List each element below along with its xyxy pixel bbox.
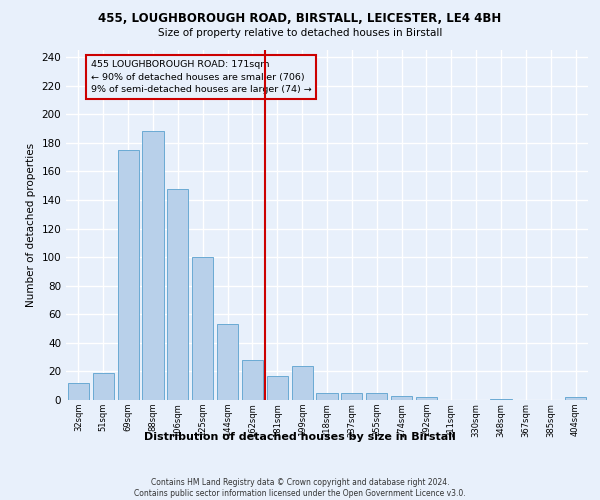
- Y-axis label: Number of detached properties: Number of detached properties: [26, 143, 36, 307]
- Bar: [416, 397, 437, 400]
- Bar: [490, 398, 512, 400]
- Bar: [93, 373, 114, 400]
- Bar: [316, 393, 338, 400]
- Bar: [267, 376, 288, 400]
- Text: 455 LOUGHBOROUGH ROAD: 171sqm
← 90% of detached houses are smaller (706)
9% of s: 455 LOUGHBOROUGH ROAD: 171sqm ← 90% of d…: [91, 60, 311, 94]
- Bar: [341, 393, 362, 400]
- Text: 455, LOUGHBOROUGH ROAD, BIRSTALL, LEICESTER, LE4 4BH: 455, LOUGHBOROUGH ROAD, BIRSTALL, LEICES…: [98, 12, 502, 26]
- Text: Distribution of detached houses by size in Birstall: Distribution of detached houses by size …: [144, 432, 456, 442]
- Bar: [192, 257, 213, 400]
- Bar: [68, 383, 89, 400]
- Bar: [217, 324, 238, 400]
- Bar: [167, 188, 188, 400]
- Bar: [242, 360, 263, 400]
- Bar: [565, 397, 586, 400]
- Text: Size of property relative to detached houses in Birstall: Size of property relative to detached ho…: [158, 28, 442, 38]
- Bar: [366, 393, 387, 400]
- Text: Contains HM Land Registry data © Crown copyright and database right 2024.
Contai: Contains HM Land Registry data © Crown c…: [134, 478, 466, 498]
- Bar: [118, 150, 139, 400]
- Bar: [142, 132, 164, 400]
- Bar: [292, 366, 313, 400]
- Bar: [391, 396, 412, 400]
